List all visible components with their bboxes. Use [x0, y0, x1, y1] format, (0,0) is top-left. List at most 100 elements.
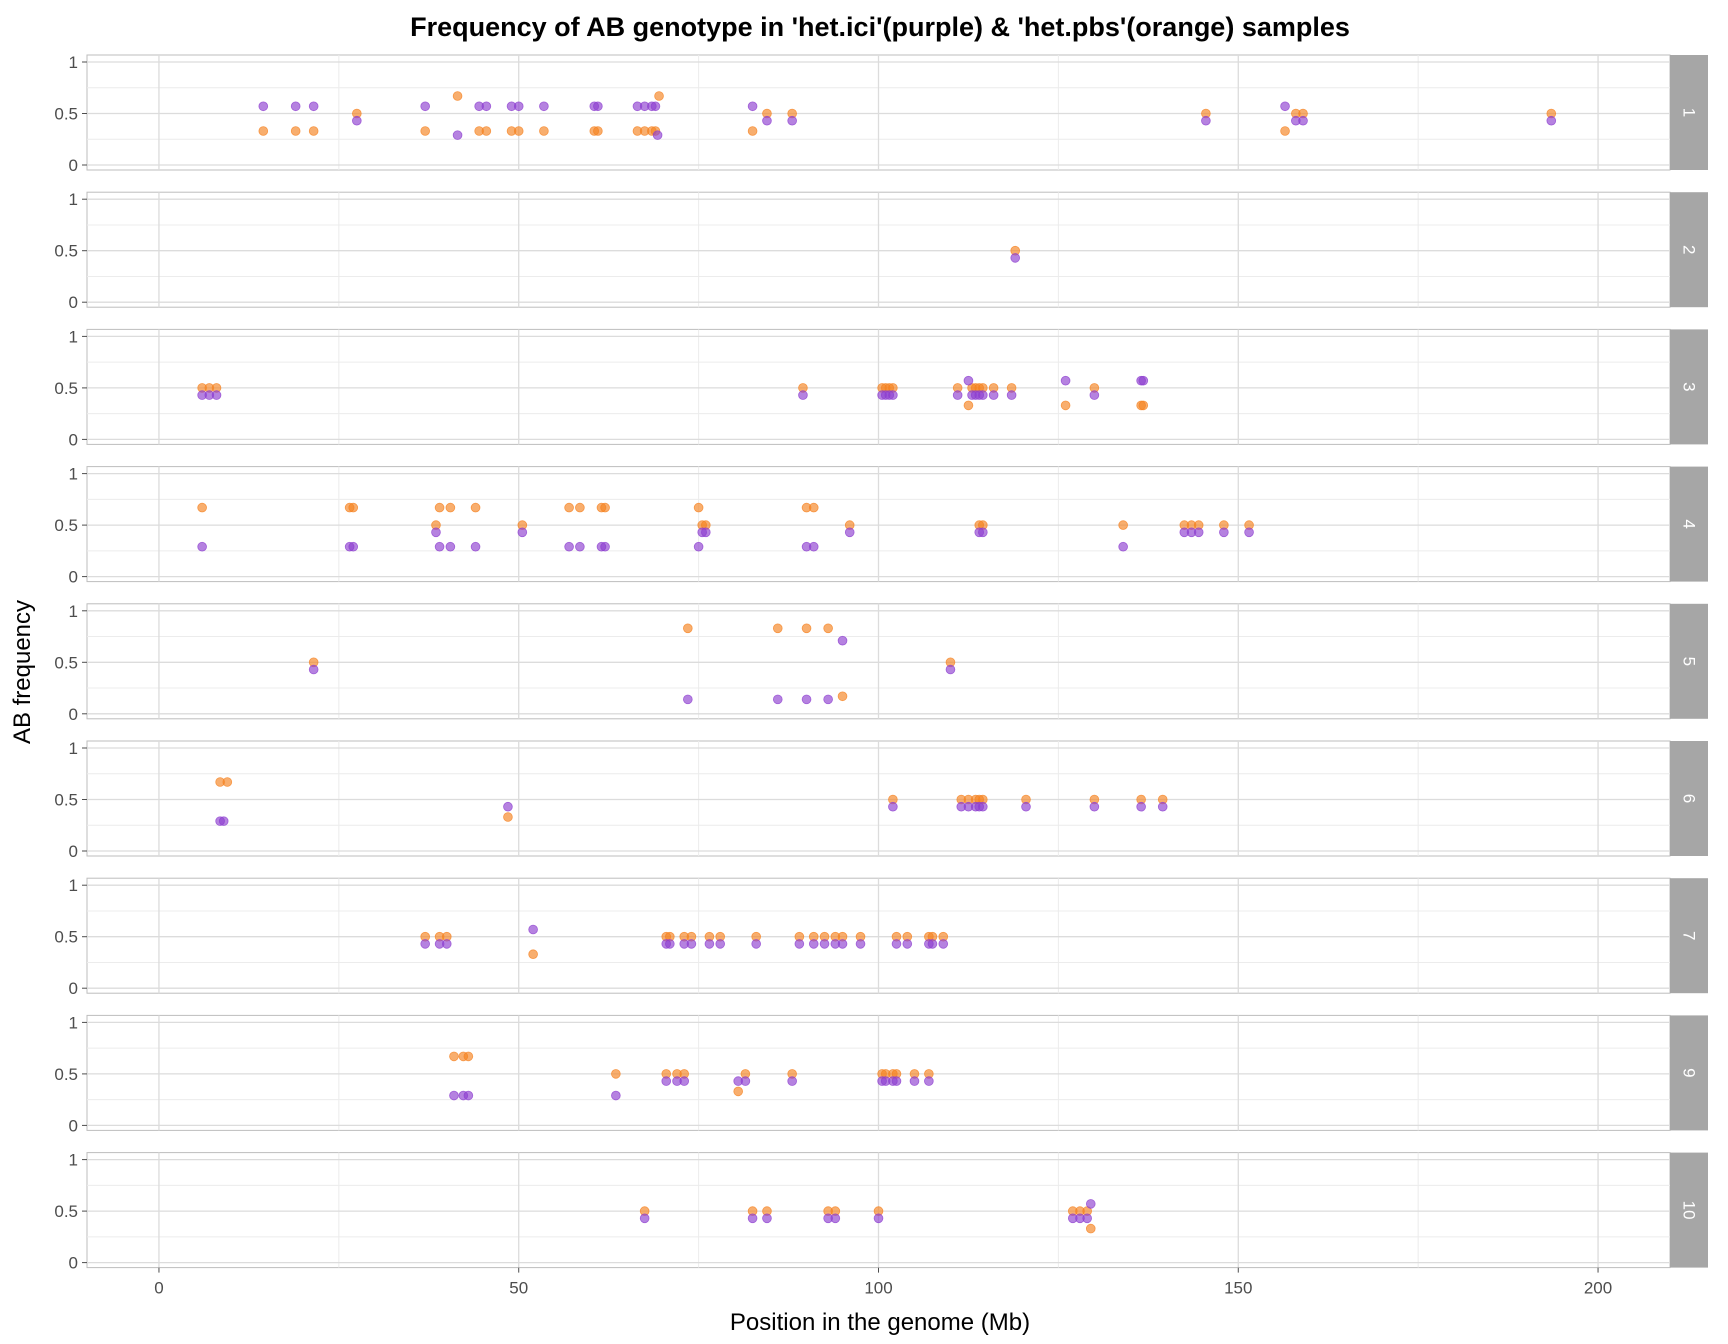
- het-ici-point: [1082, 1213, 1092, 1224]
- het-ici-point: [420, 939, 430, 949]
- het-ici-point: [747, 101, 758, 112]
- het-pbs-point: [503, 812, 513, 822]
- x-axis: 0 50 100 150 200: [154, 1267, 1612, 1298]
- het-pbs-point: [222, 777, 233, 787]
- x-tick-label: 150: [1224, 1279, 1252, 1298]
- facet-strip-label: 6: [1680, 794, 1699, 803]
- y-tick-label: 1: [69, 602, 78, 621]
- het-ici-point: [211, 390, 222, 400]
- y-tick-label: 0.5: [54, 379, 78, 398]
- het-ici-point: [420, 101, 430, 112]
- y-tick-label: 0.5: [54, 928, 78, 947]
- het-pbs-point: [470, 502, 481, 513]
- het-ici-point: [513, 101, 524, 112]
- facet-strip: [1670, 192, 1708, 308]
- y-tick-label: 0: [69, 293, 78, 312]
- het-pbs-point: [258, 126, 269, 136]
- het-pbs-point: [434, 502, 445, 513]
- het-pbs-point: [600, 502, 610, 513]
- het-ici-point: [639, 1213, 650, 1224]
- het-pbs-point: [463, 1051, 474, 1062]
- het-ici-point: [348, 541, 359, 552]
- het-ici-point: [978, 527, 988, 538]
- y-tick-label: 1: [69, 876, 78, 895]
- facet-panel-7: 0 0.5 1 7: [54, 876, 1708, 998]
- het-ici-point: [564, 541, 574, 552]
- facet-panel-1: 0 0.5 1 1: [54, 53, 1708, 175]
- het-pbs-point: [575, 502, 585, 513]
- facet-strip: [1670, 741, 1708, 856]
- het-ici-point: [772, 694, 783, 705]
- het-ici-point: [837, 635, 848, 646]
- het-ici-point: [1298, 115, 1308, 126]
- het-ici-point: [1244, 527, 1254, 538]
- y-tick-label: 0.5: [54, 653, 78, 672]
- het-ici-point: [701, 527, 711, 538]
- facet-panel-9: 0 0.5 1 9: [54, 1013, 1708, 1135]
- het-ici-point: [798, 390, 808, 400]
- het-ici-point: [1060, 375, 1071, 386]
- het-ici-point: [762, 1213, 772, 1224]
- het-pbs-point: [445, 502, 456, 513]
- het-pbs-point: [1085, 1223, 1096, 1234]
- het-ici-point: [517, 527, 528, 538]
- het-ici-point: [938, 939, 949, 949]
- het-ici-point: [434, 541, 445, 552]
- het-pbs-point: [1280, 126, 1290, 136]
- het-ici-point: [1219, 527, 1229, 538]
- het-pbs-point: [481, 126, 492, 136]
- het-ici-point: [1546, 115, 1557, 126]
- het-pbs-point: [801, 623, 812, 634]
- facet-strip-label: 10: [1680, 1201, 1699, 1220]
- het-ici-point: [963, 375, 974, 386]
- facet-strip: [1670, 1015, 1708, 1131]
- het-ici-point: [801, 694, 812, 705]
- het-ici-point: [693, 541, 704, 552]
- het-pbs-point: [1118, 520, 1128, 530]
- chart-title: Frequency of AB genotype in 'het.ici'(pu…: [410, 12, 1350, 42]
- het-pbs-point: [733, 1086, 743, 1097]
- het-pbs-point: [654, 91, 664, 101]
- y-tick-label: 0: [69, 568, 78, 587]
- facet-strip: [1670, 603, 1708, 719]
- het-ici-point: [988, 390, 999, 400]
- y-tick-label: 1: [69, 190, 78, 209]
- het-ici-point: [888, 390, 898, 400]
- het-ici-point: [575, 541, 585, 552]
- het-ici-point: [197, 541, 207, 552]
- y-tick-label: 0: [69, 430, 78, 449]
- facet-strip: [1670, 329, 1708, 445]
- het-ici-point: [1085, 1199, 1096, 1209]
- facet-strip: [1670, 466, 1708, 582]
- het-ici-point: [1118, 541, 1128, 552]
- het-ici-point: [762, 115, 772, 126]
- facet-strip: [1670, 1152, 1708, 1268]
- facet-strip-label: 1: [1680, 108, 1699, 117]
- het-ici-point: [650, 101, 661, 112]
- het-pbs-point: [837, 691, 848, 702]
- y-tick-label: 0.5: [54, 105, 78, 124]
- facet-strip-label: 3: [1680, 382, 1699, 391]
- y-tick-label: 1: [69, 465, 78, 484]
- het-ici-point: [431, 527, 441, 538]
- het-ici-point: [1201, 115, 1211, 126]
- facet-panel-6: 0 0.5 1 6: [54, 739, 1708, 861]
- het-ici-point: [902, 939, 913, 949]
- het-ici-point: [794, 939, 805, 949]
- het-ici-point: [751, 939, 761, 949]
- het-ici-point: [808, 939, 819, 949]
- het-ici-point: [891, 939, 902, 949]
- het-ici-point: [830, 1213, 841, 1224]
- facet-panel-4: 0 0.5 1 4: [54, 465, 1708, 587]
- het-ici-point: [308, 664, 319, 675]
- het-ici-point: [787, 1076, 797, 1086]
- y-axis-title: AB frequency: [9, 600, 36, 744]
- het-ici-point: [665, 939, 675, 949]
- het-ici-point: [1089, 801, 1100, 812]
- y-tick-label: 1: [69, 327, 78, 346]
- y-tick-label: 1: [69, 1013, 78, 1032]
- het-ici-point: [352, 115, 362, 126]
- het-pbs-point: [683, 623, 693, 634]
- het-ici-point: [661, 1076, 672, 1086]
